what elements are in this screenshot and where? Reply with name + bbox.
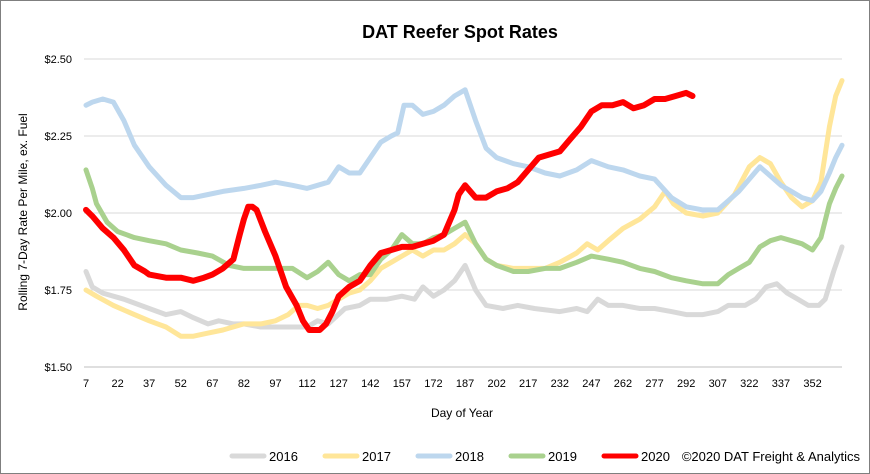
legend-label-2020: 2020 <box>641 449 670 464</box>
x-tick-label: 82 <box>238 378 250 390</box>
series-line-2016 <box>83 244 845 330</box>
series-line-2019 <box>83 167 845 287</box>
legend-label-2018: 2018 <box>455 449 484 464</box>
x-tick-label: 97 <box>269 378 281 390</box>
x-tick-label: 292 <box>677 378 695 390</box>
x-axis-label: Day of Year <box>431 406 493 420</box>
x-tick-label: 352 <box>803 378 821 390</box>
y-tick-label: $2.50 <box>44 54 72 66</box>
chart-title: DAT Reefer Spot Rates <box>362 22 558 42</box>
x-tick-label: 232 <box>551 378 569 390</box>
y-tick-label: $1.50 <box>44 362 72 374</box>
x-tick-label: 337 <box>772 378 790 390</box>
x-tick-label: 187 <box>456 378 474 390</box>
legend-label-2017: 2017 <box>362 449 391 464</box>
legend-label-2016: 2016 <box>269 449 298 464</box>
x-tick-label: 217 <box>519 378 537 390</box>
x-tick-label: 277 <box>645 378 663 390</box>
legend-label-2019: 2019 <box>548 449 577 464</box>
series-lines <box>83 78 845 339</box>
x-tick-label: 37 <box>143 378 155 390</box>
x-tick-label: 22 <box>111 378 123 390</box>
y-axis-label: Rolling 7-Day Rate Per Mile, ex. Fuel <box>16 113 30 310</box>
series-line-2020 <box>83 89 696 333</box>
x-tick-label: 322 <box>740 378 758 390</box>
x-tick-label: 157 <box>393 378 411 390</box>
x-tick-label: 202 <box>487 378 505 390</box>
y-tick-label: $2.25 <box>44 131 72 143</box>
y-tick-label: $1.75 <box>44 285 72 297</box>
x-tick-label: 52 <box>175 378 187 390</box>
x-tick-label: 307 <box>709 378 727 390</box>
x-tick-label: 112 <box>298 378 316 390</box>
series-line-2018 <box>83 87 845 213</box>
x-tick-label: 262 <box>614 378 632 390</box>
x-tick-label: 7 <box>83 378 89 390</box>
x-tick-label: 67 <box>206 378 218 390</box>
x-tick-label: 142 <box>361 378 379 390</box>
series-line-2017 <box>83 78 845 339</box>
copyright-text: ©2020 DAT Freight & Analytics <box>682 449 861 464</box>
y-tick-label: $2.00 <box>44 208 72 220</box>
x-tick-label: 127 <box>330 378 348 390</box>
x-axis-ticks: 7 22 37 52 67 82 97 112 127 142 157 172 187 202 217 232… <box>83 378 822 390</box>
x-tick-label: 247 <box>582 378 600 390</box>
y-axis-ticks: $1.50 $1.75 $2.00 $2.25 $2.50 <box>44 54 72 374</box>
legend: 2016 2017 2018 2019 2020 <box>229 449 670 464</box>
x-tick-label: 172 <box>424 378 442 390</box>
